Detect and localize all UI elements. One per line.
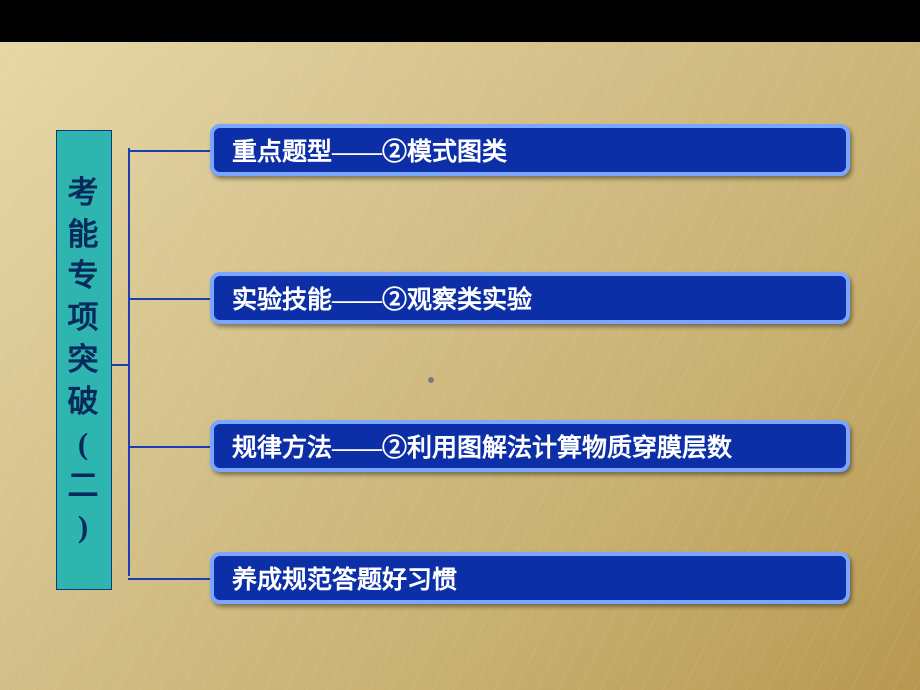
branch-box-2: 规律方法——②利用图解法计算物质穿膜层数 <box>210 420 850 472</box>
connector-branch <box>128 578 210 580</box>
slide-center-marker <box>428 377 434 383</box>
branch-label: 重点题型——②模式图类 <box>232 132 507 168</box>
sidebar-char: 破 <box>68 381 101 423</box>
sidebar-char: 专 <box>68 255 101 297</box>
sidebar-char: 考 <box>68 172 101 214</box>
connector-branch <box>128 150 210 152</box>
branch-label: 规律方法——②利用图解法计算物质穿膜层数 <box>232 428 732 464</box>
sidebar-char: ( <box>78 423 90 465</box>
connector-branch <box>128 298 210 300</box>
connector-stub <box>112 364 130 366</box>
connector-branch <box>128 446 210 448</box>
sidebar-char: 突 <box>68 339 101 381</box>
branch-label: 实验技能——②观察类实验 <box>232 280 532 316</box>
top-black-bar <box>0 0 920 42</box>
branch-label: 养成规范答题好习惯 <box>232 560 457 596</box>
sidebar-char: 项 <box>68 297 101 339</box>
connector-trunk <box>128 148 130 576</box>
sidebar-char: 能 <box>68 214 101 256</box>
sidebar-char: 二 <box>68 465 101 507</box>
sidebar-char: ) <box>78 506 90 548</box>
sidebar-title-box: 考能专项突破(二) <box>56 130 112 590</box>
branch-box-3: 养成规范答题好习惯 <box>210 552 850 604</box>
branch-box-0: 重点题型——②模式图类 <box>210 124 850 176</box>
branch-box-1: 实验技能——②观察类实验 <box>210 272 850 324</box>
